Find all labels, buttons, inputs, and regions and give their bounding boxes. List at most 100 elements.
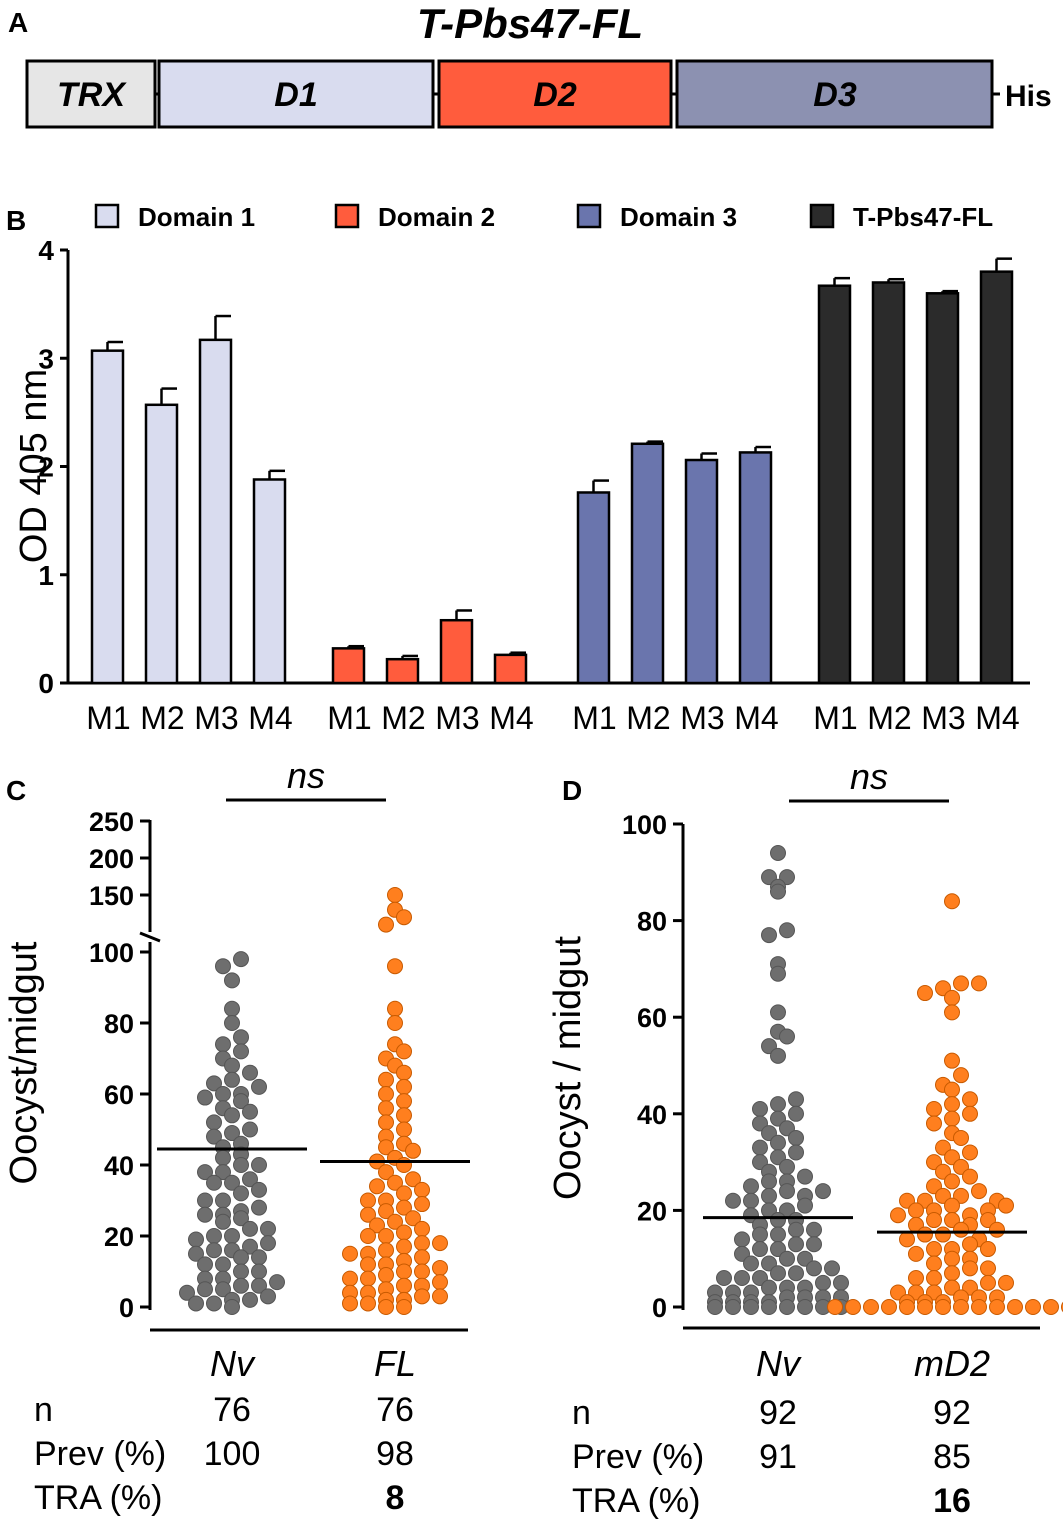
data-point [224, 1125, 240, 1142]
x-tick-label: M4 [248, 700, 292, 736]
y-tick-label: 40 [104, 1151, 134, 1181]
data-point [752, 1241, 768, 1258]
table-n-value: 76 [213, 1391, 251, 1429]
data-point [396, 1078, 412, 1095]
data-point [387, 1213, 403, 1230]
data-point [206, 1228, 222, 1244]
data-point [414, 1249, 430, 1266]
data-point [797, 1299, 813, 1315]
data-point [770, 883, 786, 900]
data-point [770, 1004, 786, 1021]
data-point [260, 1235, 276, 1252]
data-point [779, 1250, 795, 1267]
data-point [396, 1199, 412, 1216]
data-point [378, 1242, 394, 1259]
data-point [998, 1274, 1014, 1291]
bar [576, 491, 611, 685]
data-point [215, 1164, 231, 1181]
y-tick-label: 250 [89, 807, 134, 837]
data-point [788, 1129, 804, 1146]
data-point [396, 1185, 412, 1202]
data-point [188, 1231, 204, 1248]
x-tick-label: M3 [921, 700, 965, 736]
legend-label: Domain 3 [620, 202, 737, 232]
data-point [752, 1139, 768, 1156]
data-point [405, 1171, 421, 1188]
data-point [908, 1245, 924, 1262]
data-point [926, 1255, 942, 1272]
x-tick-label: M1 [572, 700, 616, 736]
data-point [962, 1105, 978, 1122]
data-point [387, 1015, 403, 1031]
data-point [396, 1263, 412, 1280]
panel-label-d: D [562, 775, 582, 806]
data-point [815, 1183, 831, 1200]
data-point [269, 1274, 285, 1291]
data-point [944, 1052, 960, 1069]
table-n-value: 76 [376, 1391, 414, 1429]
construct-label-d3: D3 [813, 76, 857, 114]
data-point [1007, 1299, 1023, 1315]
data-point [242, 1121, 258, 1138]
data-point [980, 1274, 996, 1291]
data-point [953, 1129, 969, 1146]
data-point [233, 1263, 249, 1280]
data-point [378, 1114, 394, 1131]
bar-chart-od: 0 1 2 3 4 OD 405 nm Domain 1 M1 M2 M3 M4 Domain 2 M1… [13, 202, 1030, 736]
table-n-label: n [34, 1391, 53, 1429]
data-point [414, 1235, 430, 1252]
data-point [215, 1149, 231, 1166]
data-point [944, 1250, 960, 1267]
data-point [396, 1157, 412, 1173]
data-point [962, 1260, 978, 1277]
data-point [806, 1221, 822, 1238]
x-tick-label: M4 [734, 700, 778, 736]
data-point [396, 1107, 412, 1124]
data-point [743, 1255, 759, 1272]
data-point [935, 1299, 951, 1315]
scatter-chart-fl: 0 20 40 60 80 100 150 200 250 Oocyst/midgut ns Nv 76… [3, 755, 470, 1517]
data-point [743, 1192, 759, 1209]
table-prev-value: 85 [933, 1438, 971, 1476]
data-point [989, 1221, 1005, 1238]
table-tra-value: 8 [386, 1479, 405, 1517]
data-point [224, 1299, 240, 1315]
data-point [432, 1259, 448, 1276]
bar [738, 451, 773, 685]
table-prev-value: 100 [204, 1435, 261, 1473]
data-point [188, 1245, 204, 1262]
data-point [752, 1226, 768, 1243]
data-point [770, 844, 786, 861]
data-point [770, 965, 786, 982]
data-point [233, 1093, 249, 1110]
data-point [360, 1228, 376, 1244]
y-tick-label: 1 [38, 560, 54, 591]
construct-segment-trx [25, 59, 157, 129]
data-point [761, 1187, 777, 1204]
data-point [824, 1260, 840, 1277]
data-point [953, 1299, 969, 1315]
data-point [369, 1178, 385, 1195]
data-point [360, 1206, 376, 1223]
data-point [953, 1221, 969, 1238]
data-point [251, 1263, 267, 1280]
data-point [944, 1197, 960, 1214]
data-point [378, 1164, 394, 1181]
data-point [806, 1260, 822, 1277]
data-point [342, 1245, 358, 1262]
construct-segment-d3 [675, 59, 994, 129]
data-point [962, 1091, 978, 1108]
x-tick-label: M2 [140, 700, 184, 736]
data-point [788, 1221, 804, 1238]
data-point [215, 1036, 231, 1053]
bar [331, 647, 366, 685]
construct-label-d2: D2 [533, 76, 577, 114]
x-tick-label: M3 [194, 700, 238, 736]
data-point [396, 1064, 412, 1081]
data-point [432, 1288, 448, 1305]
data-point [242, 1103, 258, 1120]
data-point [396, 1093, 412, 1110]
data-point [260, 1288, 276, 1305]
y-tick-label: 100 [622, 810, 667, 840]
